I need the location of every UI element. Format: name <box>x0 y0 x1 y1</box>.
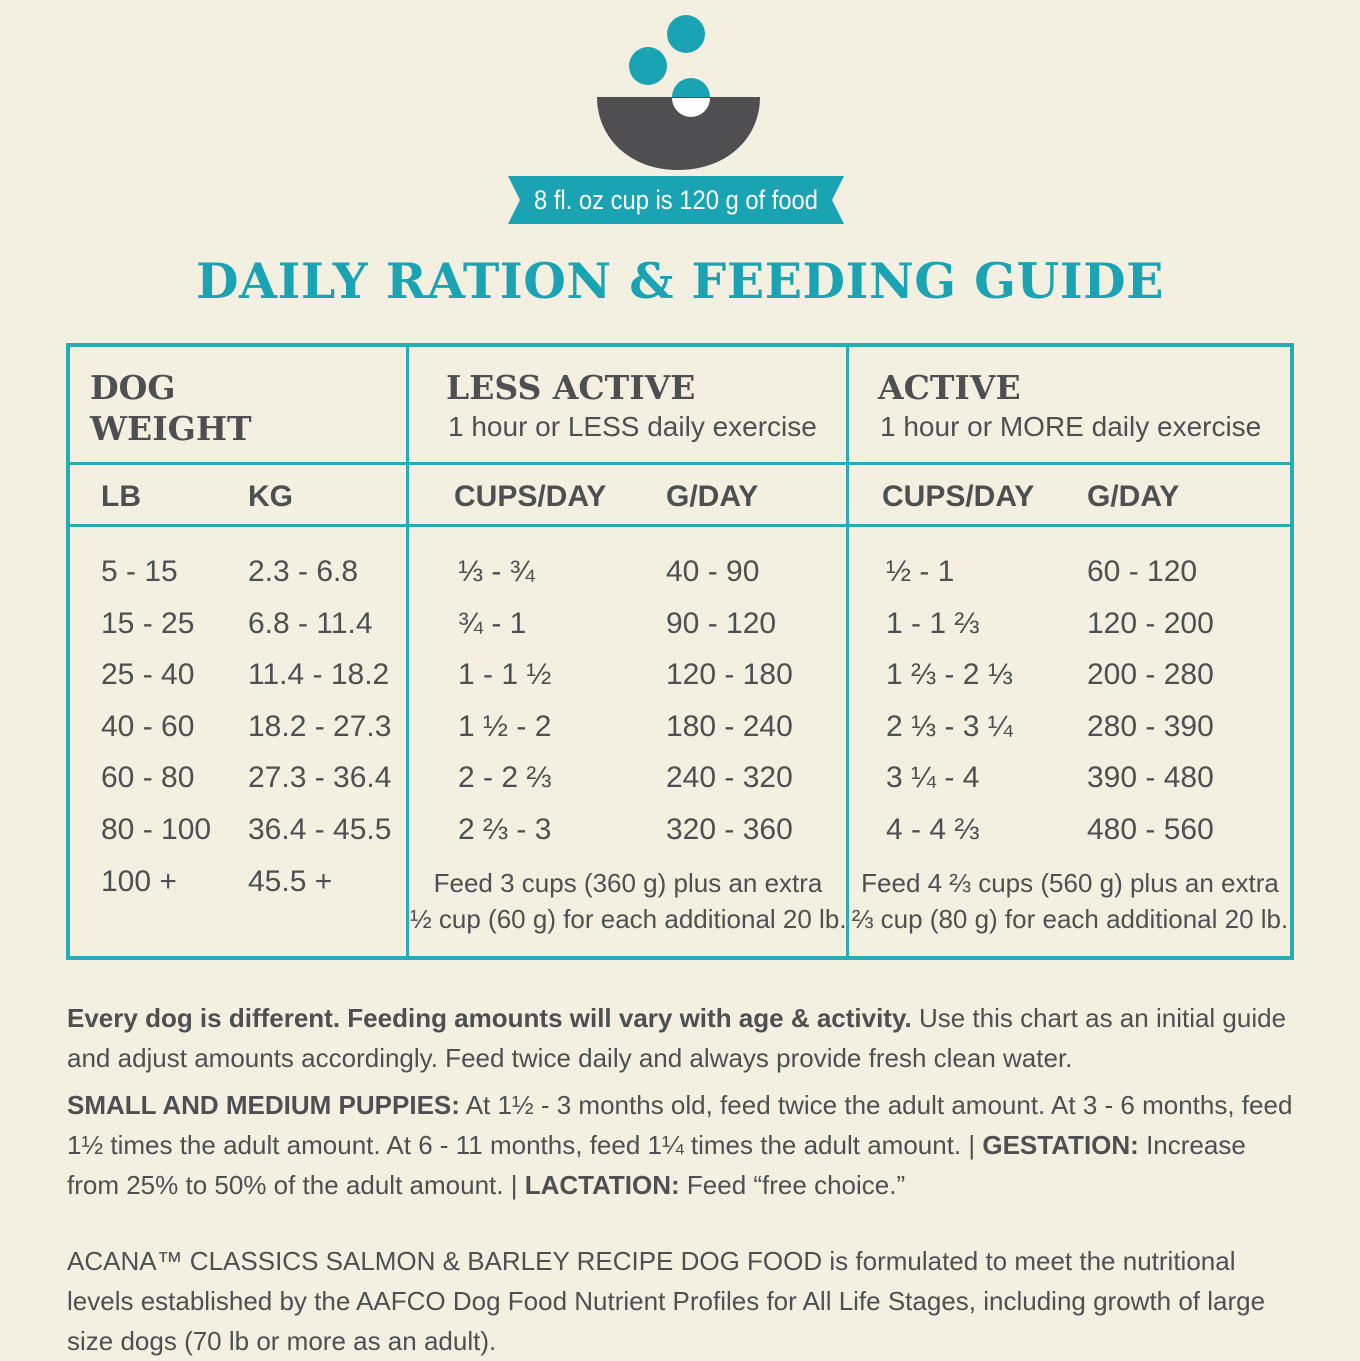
cell-grams-active: 390 - 480 <box>1087 761 1214 795</box>
gestation-text: Increase from 25% to 50% of the adult am… <box>67 1130 1246 1200</box>
cell-lb: 25 - 40 <box>101 658 195 692</box>
column-header-lb: LB <box>101 480 141 513</box>
cell-lb: 80 - 100 <box>101 813 212 846</box>
cell-cups-less-active: ¾ - 1 <box>458 606 527 640</box>
puppies-label: SMALL AND MEDIUM PUPPIES: <box>67 1090 460 1120</box>
cell-grams-less-active: 40 - 90 <box>666 555 760 588</box>
cell-grams-active: 200 - 280 <box>1087 658 1214 692</box>
column-divider <box>406 347 409 956</box>
cell-cups-less-active: ⅓ - ¾ <box>458 555 535 588</box>
banner-text: 8 fl. oz cup is 120 g of food <box>534 184 818 215</box>
intro-bold: Every dog is different. Feeding amounts … <box>67 1003 912 1033</box>
cell-cups-active: 1 ⅔ - 2 ⅓ <box>886 658 1013 692</box>
cell-cups-active: ½ - 1 <box>886 555 955 588</box>
less-active-subtitle: 1 hour or LESS daily exercise <box>448 411 817 442</box>
cell-cups-active: 4 - 4 ⅔ <box>886 813 980 846</box>
column-header-grams-less-active: G/DAY <box>666 480 759 513</box>
puppies-paragraph: SMALL AND MEDIUM PUPPIES: At 1½ - 3 mont… <box>67 1085 1297 1205</box>
cell-cups-less-active: 2 - 2 ⅔ <box>458 761 552 795</box>
cell-kg: 45.5 + <box>248 864 333 898</box>
cell-grams-less-active: 240 - 320 <box>666 761 793 795</box>
puppies-text: At 1½ - 3 months old, feed twice the adu… <box>67 1090 1293 1160</box>
active-note: Feed 4 ⅔ cups (560 g) plus an extra ⅔ cu… <box>850 865 1290 937</box>
cell-kg: 36.4 - 45.5 <box>248 813 392 846</box>
kibble-dot <box>667 15 705 53</box>
cell-grams-active: 480 - 560 <box>1087 813 1214 846</box>
cell-kg: 18.2 - 27.3 <box>248 709 392 743</box>
lactation-label: LACTATION: <box>524 1170 680 1200</box>
feeding-table: DOG WEIGHT LESS ACTIVE 1 hour or LESS da… <box>66 343 1294 960</box>
column-divider <box>846 347 849 956</box>
column-header-cups-active: CUPS/DAY <box>882 480 1035 513</box>
cell-cups-active: 3 ¼ - 4 <box>886 761 980 795</box>
cell-lb: 15 - 25 <box>101 606 195 640</box>
less-active-header: LESS ACTIVE <box>446 368 696 407</box>
bowl-shape <box>597 97 760 170</box>
cell-grams-active: 280 - 390 <box>1087 709 1214 743</box>
lactation-text: Feed “free choice.” <box>679 1170 906 1200</box>
active-note-line2: ⅔ cup (80 g) for each additional 20 lb. <box>851 904 1289 934</box>
intro-paragraph: Every dog is different. Feeding amounts … <box>67 998 1297 1078</box>
column-header-grams-active: G/DAY <box>1087 480 1180 513</box>
cell-lb: 100 + <box>101 864 177 898</box>
cell-cups-active: 1 - 1 ⅔ <box>886 606 980 640</box>
cell-kg: 6.8 - 11.4 <box>248 606 373 640</box>
column-header-cups-less-active: CUPS/DAY <box>454 480 607 513</box>
less-active-note: Feed 3 cups (360 g) plus an extra ½ cup … <box>410 865 847 937</box>
cell-grams-less-active: 90 - 120 <box>666 606 777 640</box>
aafco-statement: ACANA™ CLASSICS SALMON & BARLEY RECIPE D… <box>67 1246 1266 1356</box>
dog-weight-header-line2: WEIGHT <box>90 409 252 448</box>
cell-grams-active: 120 - 200 <box>1087 606 1214 640</box>
page-title: DAILY RATION & FEEDING GUIDE <box>196 252 1164 310</box>
less-active-note-line1: Feed 3 cups (360 g) plus an extra <box>433 868 823 898</box>
active-header: ACTIVE <box>878 368 1021 407</box>
cell-cups-less-active: 2 ⅔ - 3 <box>458 813 552 846</box>
cell-lb: 40 - 60 <box>101 709 195 743</box>
cell-grams-less-active: 120 - 180 <box>666 658 793 692</box>
gestation-label: GESTATION: <box>982 1130 1139 1160</box>
intro-text: Use this chart as an initial guide and a… <box>67 1003 1287 1073</box>
cell-kg: 27.3 - 36.4 <box>248 761 392 795</box>
food-bowl-icon <box>508 15 844 224</box>
cell-grams-less-active: 180 - 240 <box>666 709 793 743</box>
active-subtitle: 1 hour or MORE daily exercise <box>880 411 1262 442</box>
cell-cups-less-active: 1 ½ - 2 <box>458 709 552 743</box>
cell-kg: 2.3 - 6.8 <box>248 555 359 588</box>
kibble-dot <box>629 47 667 85</box>
banner-ribbon <box>508 176 844 224</box>
column-header-kg: KG <box>248 480 293 513</box>
active-note-line1: Feed 4 ⅔ cups (560 g) plus an extra <box>861 868 1279 898</box>
cell-grams-less-active: 320 - 360 <box>666 813 793 846</box>
cell-lb: 60 - 80 <box>101 761 195 795</box>
row-divider <box>70 524 1290 527</box>
row-divider <box>70 462 1290 465</box>
cell-grams-active: 60 - 120 <box>1087 555 1198 588</box>
cell-cups-less-active: 1 - 1 ½ <box>458 658 552 692</box>
cell-kg: 11.4 - 18.2 <box>248 658 390 692</box>
dog-weight-header-line1: DOG <box>90 368 176 407</box>
cell-lb: 5 - 15 <box>101 555 178 588</box>
less-active-note-line2: ½ cup (60 g) for each additional 20 lb. <box>410 904 847 934</box>
food-bowl-graphic: 8 fl. oz cup is 120 g of food <box>0 0 1360 240</box>
kibble-dot-highlight <box>672 98 710 117</box>
cell-cups-active: 2 ⅓ - 3 ¼ <box>886 709 1013 743</box>
kibble-dot <box>672 78 710 97</box>
